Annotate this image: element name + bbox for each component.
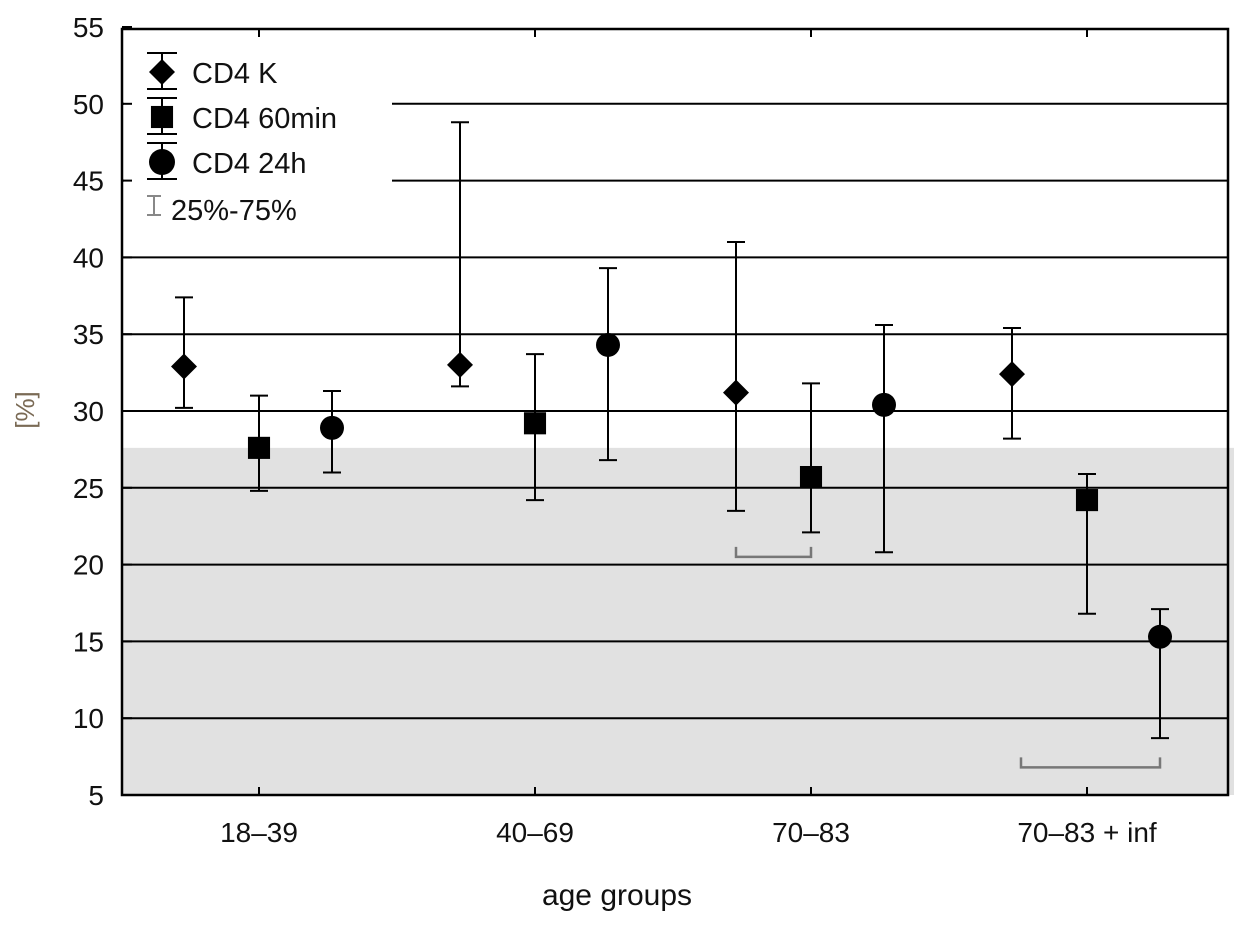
shaded-band (122, 447, 1234, 795)
y-axis-ticks: 5 10 15 20 25 30 35 40 45 50 55 (73, 12, 132, 811)
y-tick-label: 35 (73, 319, 104, 350)
legend-range-label: 25%-75% (171, 195, 297, 227)
x-tick-label: 70–83 (772, 817, 850, 848)
data-point-circle (596, 332, 620, 357)
x-tick-label: 18–39 (220, 817, 298, 848)
y-tick-label: 30 (73, 396, 104, 427)
x-axis-ticks: 18–39 40–69 70–83 70–83 + inf (220, 29, 1157, 848)
gridlines (122, 102, 1228, 720)
data-point-square (1075, 489, 1099, 512)
shaded-band-rect (122, 447, 1234, 795)
legend-label: CD4 60min (192, 103, 337, 135)
y-tick-label: 45 (73, 166, 104, 197)
legend-label: CD4 K (192, 58, 278, 90)
data-point-square (799, 465, 823, 489)
x-tick-label: 40–69 (496, 817, 574, 848)
legend-range-icon (147, 195, 161, 216)
y-tick-label: 20 (73, 550, 104, 581)
data-point-square (523, 412, 547, 435)
significance-bracket (1019, 757, 1162, 769)
data-point-circle (872, 392, 896, 417)
y-tick-label: 50 (73, 89, 104, 120)
y-axis-label: [%] (10, 391, 40, 429)
data-point-diamond (723, 379, 749, 406)
legend-box (124, 31, 392, 227)
data-point-diamond (999, 361, 1025, 388)
y-tick-label: 15 (73, 626, 104, 657)
y-tick-label: 40 (73, 242, 104, 273)
data-point-square (247, 436, 271, 459)
y-tick-label: 55 (73, 12, 104, 43)
legend: CD4 K CD4 60min CD4 24h 25%-75% (147, 52, 337, 227)
x-axis-label: age groups (542, 879, 692, 912)
legend-marker-diamond (149, 59, 175, 85)
significance-brackets (734, 546, 1162, 769)
y-tick-label: 10 (73, 703, 104, 734)
data-point-diamond (447, 351, 473, 378)
data-marks (171, 121, 1172, 740)
legend-marker-circle (149, 149, 175, 175)
legend-background (124, 31, 392, 227)
data-point-diamond (171, 353, 197, 380)
significance-bracket (734, 546, 813, 559)
y-tick-label: 5 (88, 780, 104, 811)
legend-label: CD4 24h (192, 148, 306, 180)
x-tick-label: 70–83 + inf (1017, 817, 1157, 848)
data-point-circle (320, 415, 344, 440)
legend-marker-square (150, 105, 174, 129)
y-tick-label: 25 (73, 473, 104, 504)
data-point-circle (1148, 624, 1172, 649)
